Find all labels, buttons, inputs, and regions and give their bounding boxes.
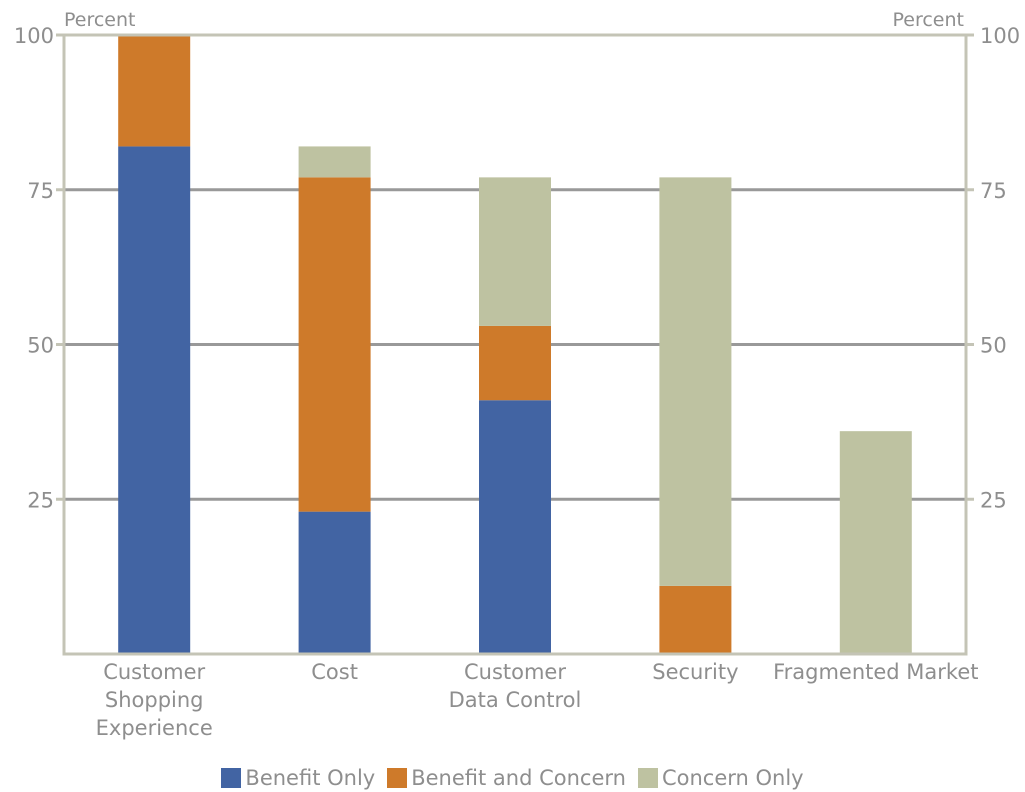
legend-label-1: Benefit Only (245, 766, 376, 790)
y-tick-label-left-50: 50 (27, 334, 54, 358)
legend: Benefit Only Benefit and Concern Concern O… (0, 764, 1025, 792)
y-tick-label-left-25: 25 (27, 488, 54, 512)
y-tick-label-left-100: 100 (14, 24, 54, 48)
legend-label-2: Benefit and Concern (411, 766, 626, 790)
bar-1-series-2 (118, 35, 191, 147)
bar-3-series-3 (479, 177, 551, 326)
y-tick-label-left-75: 75 (27, 179, 54, 203)
y-axis-label-left: Percent (64, 9, 136, 31)
x-tick-label-5: Fragmented Market (773, 660, 978, 684)
bar-2-series-2 (298, 177, 371, 512)
y-tick-label-right-50: 50 (980, 334, 1007, 358)
x-tick-label-2: Cost (311, 660, 358, 684)
bar-3-series-2 (479, 325, 551, 401)
y-tick-labels: 25 25 50 50 75 75 100 100 (14, 24, 1020, 512)
bar-1-series-1 (118, 146, 191, 655)
y-tick-label-right-75: 75 (980, 179, 1007, 203)
bar-5-series-3 (839, 431, 912, 654)
legend-label-3: Concern Only (661, 766, 804, 790)
x-tick-label-1: Customer Shopping Experience (96, 660, 213, 740)
x-tick-label-4: Security (652, 660, 738, 684)
bar-2-series-3 (298, 146, 371, 178)
bar-3-series-1 (479, 400, 551, 654)
x-tick-label-3: Customer Data Control (449, 660, 582, 712)
stacked-bar-chart: 25 25 50 50 75 75 100 100 Percent Percent Custo… (14, 9, 1020, 740)
bar-4-series-2 (659, 585, 732, 654)
y-tick-label-right-100: 100 (980, 24, 1020, 48)
legend-item-3: Concern Only (637, 766, 804, 790)
legend-item-1: Benefit Only (221, 766, 375, 790)
y-tick-label-right-25: 25 (980, 488, 1007, 512)
bar-4-series-3 (659, 177, 732, 586)
bars (118, 35, 912, 655)
x-tick-labels: Customer Shopping Experience Cost Customer Da… (96, 660, 979, 740)
y-axis-label-right: Percent (893, 9, 965, 31)
legend-swatch-3 (637, 768, 658, 788)
legend-swatch-2 (387, 768, 408, 788)
bar-2-series-1 (298, 511, 371, 654)
legend-swatch-1 (221, 768, 242, 788)
legend-item-2: Benefit and Concern (387, 766, 626, 790)
